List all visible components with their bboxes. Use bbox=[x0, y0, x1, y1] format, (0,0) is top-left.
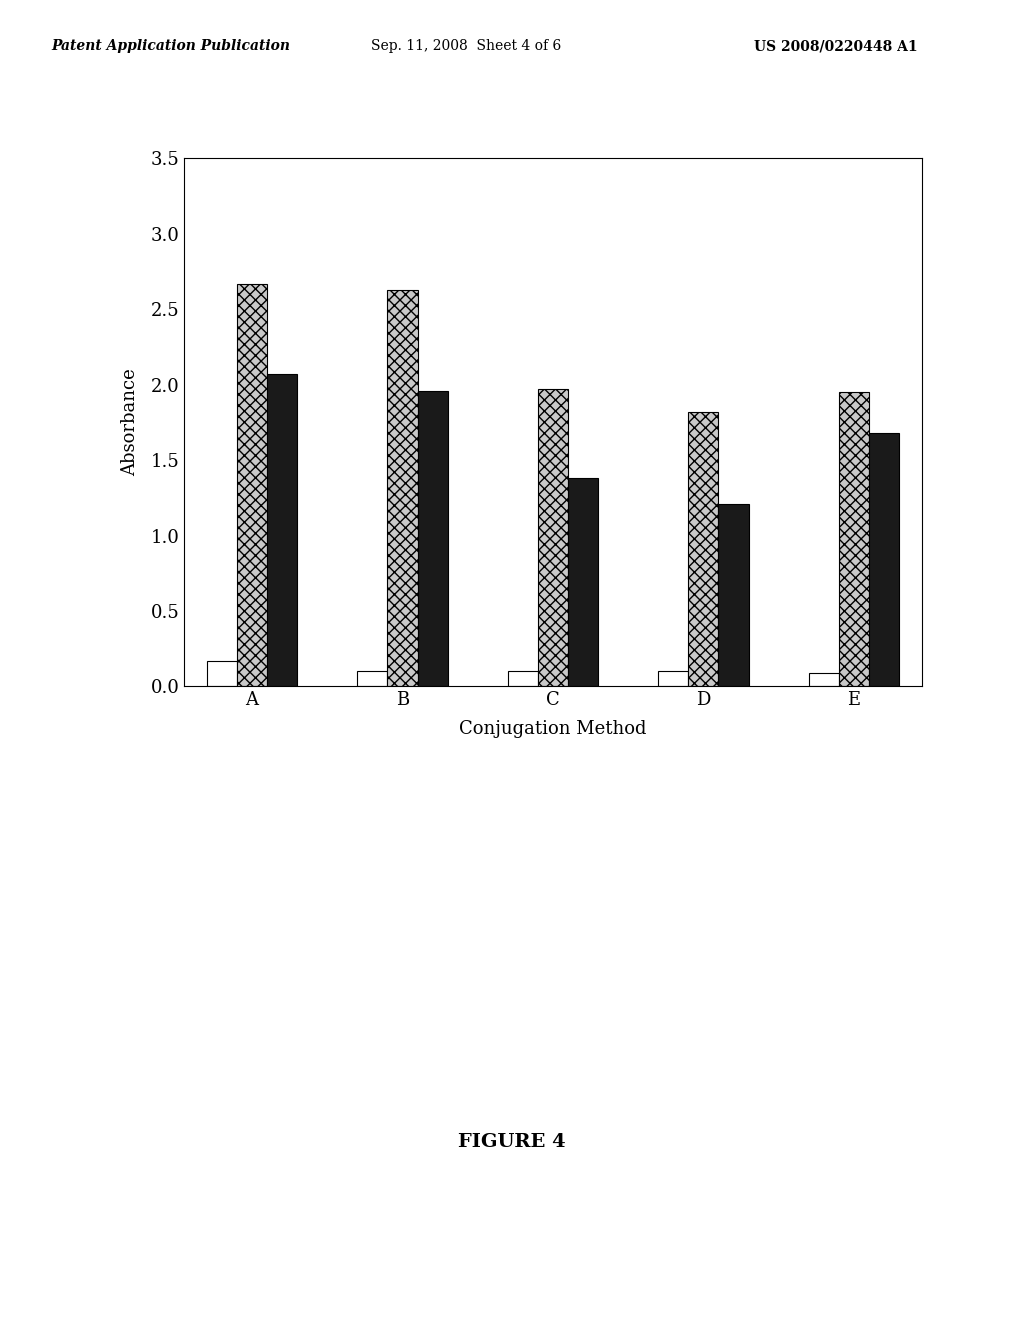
Bar bbox=[418, 391, 447, 686]
Text: FIGURE 4: FIGURE 4 bbox=[458, 1133, 566, 1151]
Bar bbox=[387, 289, 418, 686]
Bar bbox=[658, 672, 688, 686]
Bar bbox=[568, 478, 598, 686]
Bar bbox=[237, 284, 267, 686]
X-axis label: Conjugation Method: Conjugation Method bbox=[459, 721, 647, 738]
Text: US 2008/0220448 A1: US 2008/0220448 A1 bbox=[755, 40, 918, 53]
Bar bbox=[357, 672, 387, 686]
Bar bbox=[267, 374, 297, 686]
Text: Sep. 11, 2008  Sheet 4 of 6: Sep. 11, 2008 Sheet 4 of 6 bbox=[371, 40, 561, 53]
Y-axis label: Absorbance: Absorbance bbox=[122, 368, 139, 477]
Bar bbox=[688, 412, 719, 686]
Text: Patent Application Publication: Patent Application Publication bbox=[51, 40, 290, 53]
Bar bbox=[719, 504, 749, 686]
Bar bbox=[839, 392, 869, 686]
Bar bbox=[809, 673, 839, 686]
Bar bbox=[207, 661, 237, 686]
Bar bbox=[869, 433, 899, 686]
Bar bbox=[538, 389, 568, 686]
Bar bbox=[508, 672, 538, 686]
